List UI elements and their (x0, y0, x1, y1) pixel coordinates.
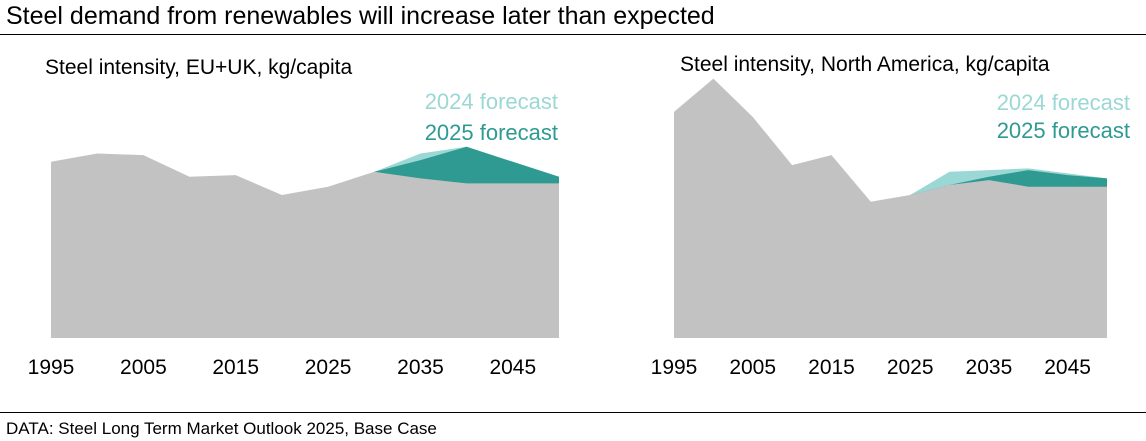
panel-title: Steel intensity, North America, kg/capit… (680, 53, 1050, 76)
legend-2024-forecast: 2024 forecast (425, 89, 558, 114)
x-tick-label: 2005 (120, 356, 167, 379)
legend-2025-forecast: 2025 forecast (425, 120, 558, 145)
chart-panel-north-america: Steel intensity, North America, kg/capit… (651, 53, 1130, 379)
chart-title: Steel demand from renewables will increa… (6, 2, 715, 30)
x-tick-label: 2025 (887, 356, 934, 379)
panel-title: Steel intensity, EU+UK, kg/capita (45, 56, 352, 79)
x-tick-label: 2015 (808, 356, 855, 379)
x-tick-label: 2035 (397, 356, 444, 379)
x-tick-label: 1995 (651, 356, 698, 379)
chart-panel-eu-uk: Steel intensity, EU+UK, kg/capita 1995 200… (28, 56, 559, 379)
bottom-rule (0, 412, 1146, 413)
x-tick-label: 2015 (212, 356, 259, 379)
historical-base-area (674, 78, 1107, 338)
legend-2025-forecast: 2025 forecast (997, 118, 1130, 143)
top-rule (0, 34, 1146, 35)
x-tick-label: 2035 (966, 356, 1013, 379)
historical-base-area (51, 153, 559, 338)
legend-2024-forecast: 2024 forecast (997, 90, 1130, 115)
source-note: DATA: Steel Long Term Market Outlook 202… (6, 419, 437, 438)
x-tick-label: 2005 (729, 356, 776, 379)
x-tick-label: 2025 (305, 356, 352, 379)
x-tick-label: 1995 (28, 356, 75, 379)
x-tick-label: 2045 (1044, 356, 1091, 379)
x-tick-label: 2045 (489, 356, 536, 379)
